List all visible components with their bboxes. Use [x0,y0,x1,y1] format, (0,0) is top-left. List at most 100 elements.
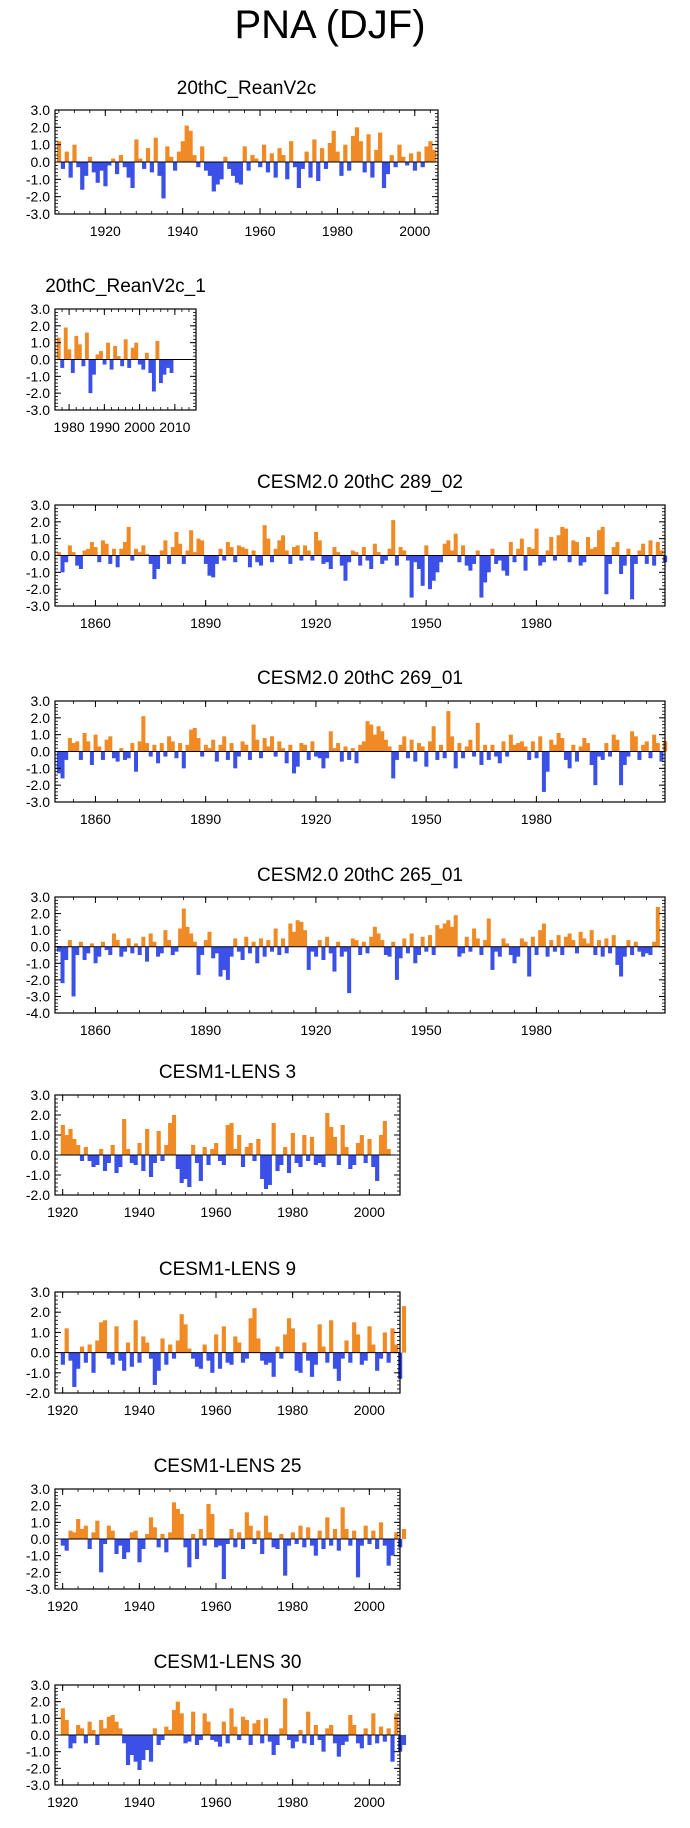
x-tick-label: 1980 [277,1598,308,1614]
y-tick-label: 3.0 [31,497,51,513]
positive-bar [179,1713,184,1735]
negative-bar [316,162,321,182]
positive-bar [486,918,491,947]
figure-title: PNA (DJF) [234,3,425,47]
positive-bar [409,933,414,947]
positive-bar [303,545,308,556]
positive-bar [549,940,554,947]
y-tick-label: 3.0 [31,301,51,317]
positive-bar [130,743,135,752]
negative-bar [246,162,251,171]
positive-bar [442,543,447,556]
negative-bar [508,946,513,955]
y-tick-label: 2.0 [31,1107,51,1123]
positive-bar [126,526,131,556]
positive-bar [189,729,194,752]
negative-bar [383,946,388,955]
positive-bar [439,744,444,752]
negative-bar [60,946,65,984]
x-tick-label: 1920 [47,1402,78,1418]
y-tick-label: -2.0 [26,1564,50,1580]
positive-bar [110,1715,115,1735]
negative-bar [110,1352,115,1365]
positive-bar [200,540,205,556]
negative-bar [115,555,120,568]
positive-bar [251,550,256,556]
positive-bar [130,347,135,360]
negative-bar [118,1155,123,1167]
positive-bar [106,1525,111,1539]
x-tick-label: 1980 [277,1402,308,1418]
negative-bar [97,946,102,957]
positive-bar [325,1517,330,1539]
positive-bar [153,137,158,162]
x-tick-label: 2000 [354,1402,385,1418]
negative-bar [60,555,65,573]
negative-bar [574,946,579,954]
positive-bar [332,1529,338,1539]
positive-bar [306,1711,311,1735]
positive-bar [202,1147,207,1155]
positive-bar [453,533,458,556]
positive-bar [585,743,591,752]
y-tick-label: 0.0 [31,352,51,368]
positive-bar [256,1530,261,1539]
positive-bar [383,739,388,752]
negative-bar [310,555,315,561]
negative-bar [325,1352,330,1363]
positive-bar [408,153,414,162]
negative-bar [302,1735,307,1744]
negative-bar [99,1539,104,1573]
positive-bar [427,935,432,947]
negative-bar [296,162,302,188]
positive-bar [178,928,183,947]
x-tick-label: 1980 [521,615,552,631]
negative-bar [391,751,396,779]
negative-bar [97,555,102,563]
negative-bar [258,751,263,759]
positive-bar [409,739,414,752]
negative-bar [339,946,344,957]
positive-bar [64,1135,69,1155]
x-tick-label: 2010 [159,419,190,435]
positive-bar [84,332,89,360]
positive-bar [102,1728,108,1735]
negative-bar [386,1352,391,1363]
positive-bar [374,149,379,162]
positive-bar [171,1502,177,1539]
positive-bar [630,731,635,752]
negative-bar [215,162,220,185]
positive-bar [549,536,554,556]
positive-bar [288,744,293,752]
positive-bar [144,352,149,360]
positive-bar [93,734,98,752]
positive-bar [641,543,646,556]
negative-bar [567,555,572,563]
negative-bar [231,162,236,176]
positive-bar [453,915,458,947]
negative-bar [158,359,163,384]
negative-bar [325,751,330,759]
negative-bar [260,1539,265,1554]
positive-bar [571,940,576,947]
positive-bar [348,1715,353,1735]
x-tick-label: 1940 [124,1402,155,1418]
positive-bar [100,540,105,556]
positive-bar [141,1336,146,1353]
negative-bar [160,1735,165,1740]
negative-bar [457,946,462,957]
negative-bar [174,946,179,952]
positive-bar [202,1713,207,1735]
negative-bar [378,1352,384,1359]
positive-bar [145,1342,150,1353]
positive-bar [335,151,340,162]
positive-bar [329,1725,334,1735]
negative-bar [523,555,528,571]
positive-bar [626,940,631,947]
positive-bar [175,1509,180,1539]
positive-bar [397,144,402,162]
negative-bar [64,555,69,563]
negative-bar [244,1352,249,1359]
positive-bar [261,144,267,162]
positive-bar [446,920,451,947]
